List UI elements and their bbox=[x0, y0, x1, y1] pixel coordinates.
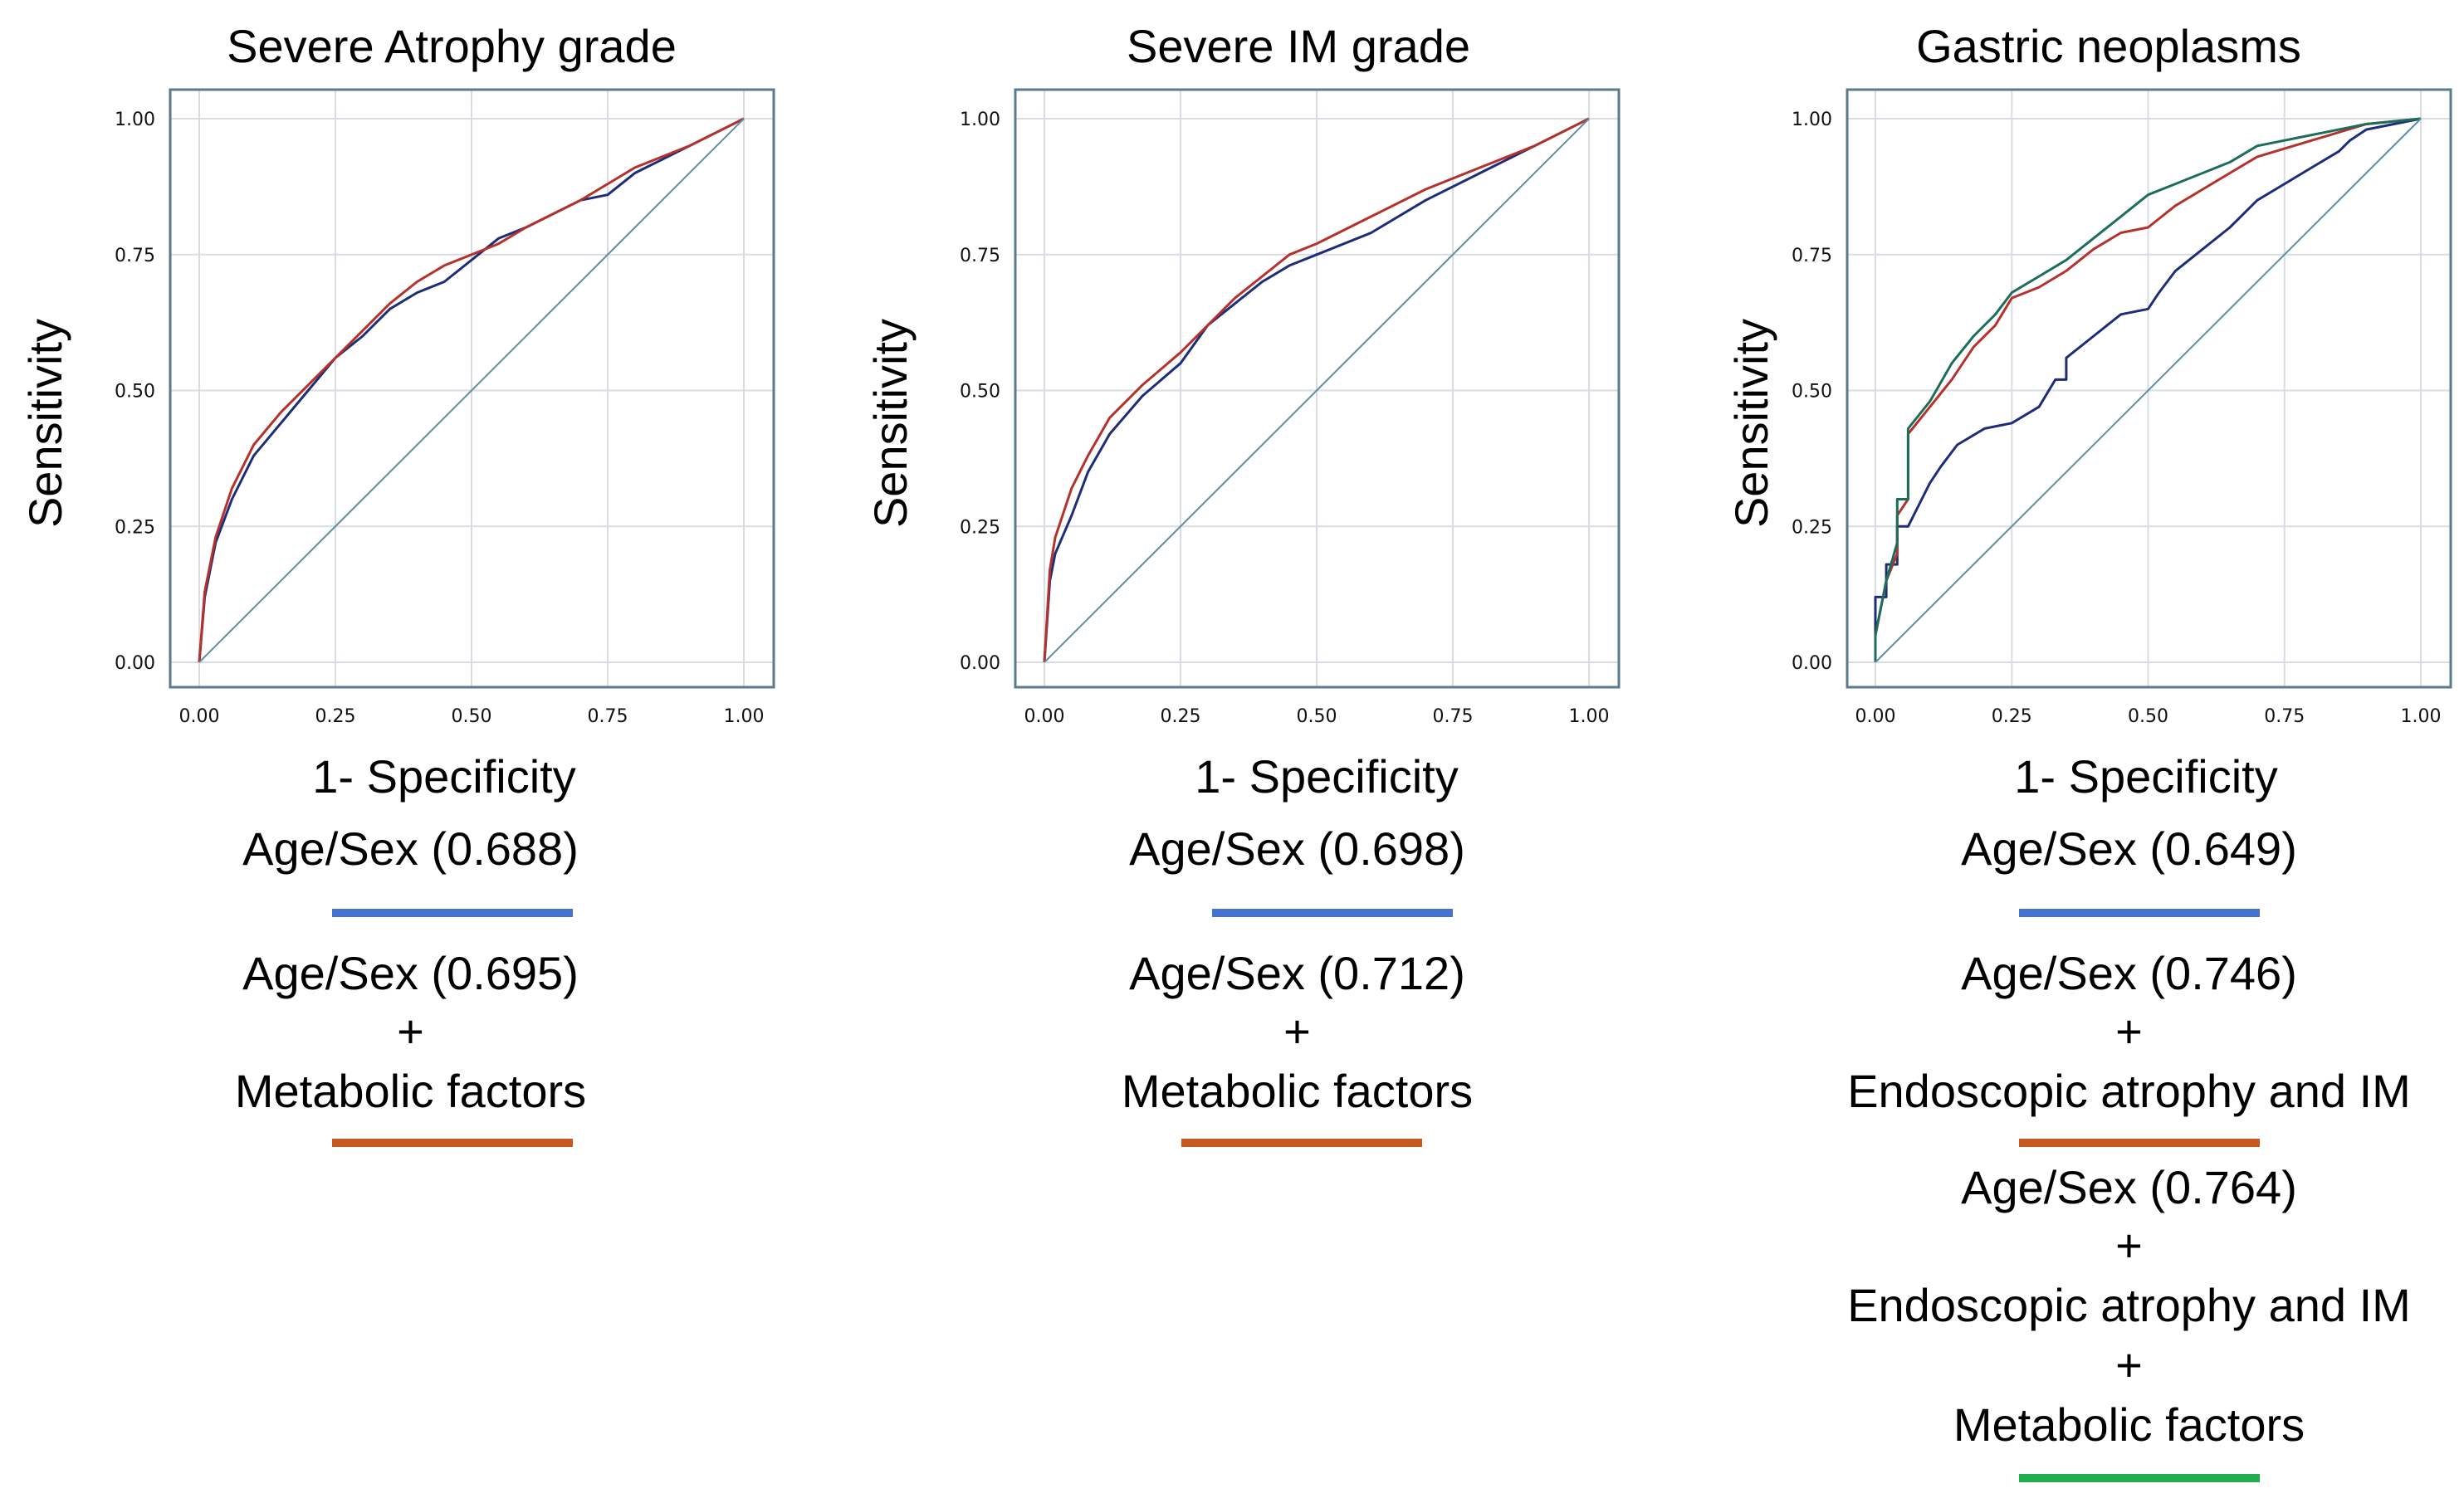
y-tick-label: 0.25 bbox=[115, 517, 155, 538]
roc-curve bbox=[198, 117, 745, 663]
x-tick-label: 0.00 bbox=[1024, 706, 1065, 727]
legend-line-metabolic bbox=[332, 1139, 573, 1147]
x-tick-label: 0.00 bbox=[179, 706, 220, 727]
legend-combined-line1: Age/Sex (0.764) bbox=[1961, 1161, 2297, 1213]
x-tick-label: 0.50 bbox=[1297, 706, 1337, 727]
legend-combined-plus2: + bbox=[2115, 1339, 2143, 1391]
y-axis-label: Sensitivity bbox=[864, 319, 917, 528]
x-tick-label: 1.00 bbox=[2401, 706, 2442, 727]
legend-endo-line1: Age/Sex (0.746) bbox=[1961, 947, 2297, 999]
y-tick-label: 1.00 bbox=[960, 110, 1000, 130]
roc-plot-im: Severe IM grade Sensitivity 1- Specifici… bbox=[864, 20, 1621, 803]
legend-age-sex: Age/Sex (0.649) bbox=[1961, 822, 2297, 875]
legend-combined-line3: Endoscopic atrophy and IM bbox=[1847, 1279, 2411, 1331]
legend-line-metabolic bbox=[1181, 1139, 1422, 1147]
x-tick-label: 0.25 bbox=[315, 706, 356, 727]
x-tick-label: 0.50 bbox=[2128, 706, 2168, 727]
chart-title: Severe IM grade bbox=[1127, 20, 1470, 72]
legend-combo-plus: + bbox=[1283, 1005, 1311, 1057]
chart-panel-atrophy: Severe Atrophy grade Sensitivity 1- Spec… bbox=[0, 0, 821, 1503]
legend-combo-line3: Metabolic factors bbox=[234, 1065, 587, 1117]
legend-endo-plus: + bbox=[2115, 1005, 2143, 1057]
legend-combined-plus1: + bbox=[2115, 1219, 2143, 1271]
x-tick-label: 0.25 bbox=[1992, 706, 2032, 727]
legend-combo-plus: + bbox=[397, 1005, 424, 1057]
plot-frame bbox=[1014, 88, 1621, 689]
legend-combo-line3: Metabolic factors bbox=[1121, 1065, 1474, 1117]
chart-title: Severe Atrophy grade bbox=[227, 20, 677, 72]
y-tick-label: 1.00 bbox=[1792, 110, 1832, 130]
x-axis-label: 1- Specificity bbox=[2014, 750, 2277, 803]
y-tick-label: 0.75 bbox=[960, 246, 1000, 266]
x-tick-label: 0.75 bbox=[588, 706, 628, 727]
reference-line bbox=[198, 118, 745, 663]
legend-endo-line3: Endoscopic atrophy and IM bbox=[1847, 1065, 2411, 1117]
roc-plot-atrophy: Severe Atrophy grade Sensitivity 1- Spec… bbox=[19, 20, 775, 803]
chart-title: Gastric neoplasms bbox=[1916, 20, 2301, 72]
x-tick-label: 1.00 bbox=[1569, 706, 1610, 727]
y-tick-label: 0.00 bbox=[1792, 653, 1832, 674]
legend-line-age-sex bbox=[1212, 909, 1453, 917]
x-axis-label: 1- Specificity bbox=[312, 750, 575, 803]
y-tick-label: 0.00 bbox=[960, 653, 1000, 674]
y-axis-label: Sensitivity bbox=[1725, 319, 1777, 528]
y-tick-label: 0.25 bbox=[960, 517, 1000, 538]
legend-combined-line5: Metabolic factors bbox=[1953, 1398, 2305, 1451]
reference-line bbox=[1044, 118, 1590, 663]
roc-curve bbox=[198, 117, 745, 663]
y-tick-label: 0.50 bbox=[115, 382, 155, 403]
x-tick-label: 0.75 bbox=[2264, 706, 2305, 727]
x-tick-label: 0.50 bbox=[452, 706, 492, 727]
x-tick-label: 0.75 bbox=[1433, 706, 1474, 727]
legend-line-combined bbox=[2019, 1474, 2260, 1482]
plot-frame bbox=[169, 88, 775, 689]
plot-frame bbox=[1846, 88, 2452, 689]
x-tick-label: 0.25 bbox=[1161, 706, 1201, 727]
legend-line-age-sex bbox=[332, 909, 573, 917]
chart-panel-neoplasm: Gastric neoplasms Sensitivity 1- Specifi… bbox=[1706, 0, 2464, 1503]
y-tick-label: 0.75 bbox=[1792, 246, 1832, 266]
legend-line-endoscopic bbox=[2019, 1139, 2260, 1147]
x-tick-label: 0.00 bbox=[1855, 706, 1896, 727]
x-axis-label: 1- Specificity bbox=[1195, 750, 1458, 803]
legend-age-sex: Age/Sex (0.688) bbox=[242, 822, 579, 875]
reference-line bbox=[1875, 118, 2422, 663]
legend-combo-line1: Age/Sex (0.712) bbox=[1129, 947, 1465, 999]
legend-line-age-sex bbox=[2019, 909, 2260, 917]
roc-curve bbox=[1874, 117, 2422, 662]
x-tick-label: 1.00 bbox=[724, 706, 765, 727]
legend-combo-line1: Age/Sex (0.695) bbox=[242, 947, 579, 999]
roc-curve bbox=[1043, 117, 1590, 663]
y-tick-label: 1.00 bbox=[115, 110, 155, 130]
y-axis-label: Sensitivity bbox=[19, 319, 71, 528]
roc-plot-neoplasm: Gastric neoplasms Sensitivity 1- Specifi… bbox=[1725, 20, 2452, 803]
roc-curve bbox=[1043, 117, 1590, 663]
chart-panel-im: Severe IM grade Sensitivity 1- Specifici… bbox=[845, 0, 1666, 1503]
y-tick-label: 0.00 bbox=[115, 653, 155, 674]
y-tick-label: 0.25 bbox=[1792, 517, 1832, 538]
y-tick-label: 0.50 bbox=[960, 382, 1000, 403]
y-tick-label: 0.75 bbox=[115, 246, 155, 266]
y-tick-label: 0.50 bbox=[1792, 382, 1832, 403]
legend-age-sex: Age/Sex (0.698) bbox=[1129, 822, 1465, 875]
